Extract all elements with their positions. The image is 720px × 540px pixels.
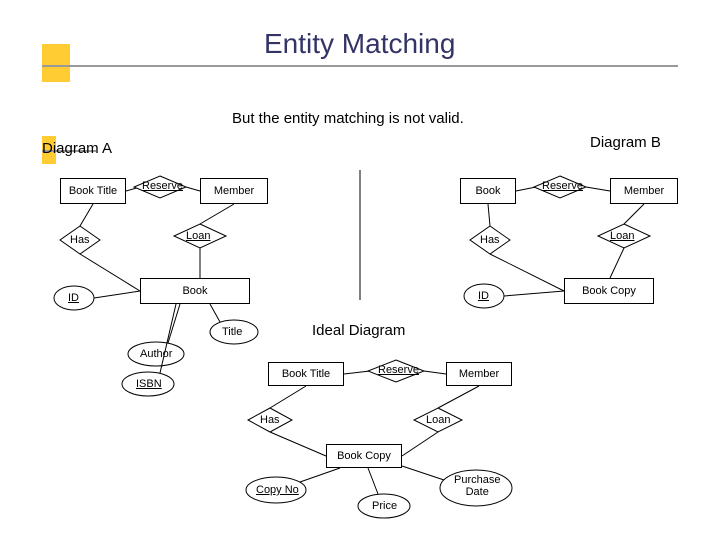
rel-b-has: Has [480,234,500,246]
rel-b-reserve: Reserve [542,180,583,192]
entity-b-member: Member [610,178,678,204]
page-subtitle: But the entity matching is not valid. [232,110,464,127]
entity-ideal-book-title: Book Title [268,362,344,386]
rel-ideal-has: Has [260,414,280,426]
accent-block-top [42,44,70,82]
entity-b-book-copy: Book Copy [564,278,654,304]
label-diagram-b: Diagram B [590,134,661,151]
entity-ideal-book-copy: Book Copy [326,444,402,468]
entity-ideal-member: Member [446,362,512,386]
rel-a-loan: Loan [186,230,210,242]
page-title: Entity Matching [264,28,455,60]
attr-a-author: Author [140,348,172,360]
entity-a-book-title: Book Title [60,178,126,204]
label-diagram-a: Diagram A [42,140,112,157]
entity-a-book: Book [140,278,250,304]
attr-ideal-copy-no: Copy No [256,484,299,496]
attr-ideal-price: Price [372,500,397,512]
title-rule [42,65,678,67]
attr-ideal-purchase: PurchaseDate [454,474,500,498]
rel-b-loan: Loan [610,230,634,242]
entity-b-book: Book [460,178,516,204]
attr-b-id: ID [478,290,489,302]
rel-a-has: Has [70,234,90,246]
rel-ideal-reserve: Reserve [378,364,419,376]
rel-a-reserve: Reserve [142,180,183,192]
entity-a-member: Member [200,178,268,204]
label-ideal: Ideal Diagram [312,322,405,339]
attr-a-id: ID [68,292,79,304]
attr-a-title: Title [222,326,242,338]
rel-ideal-loan: Loan [426,414,450,426]
attr-a-isbn: ISBN [136,378,162,390]
